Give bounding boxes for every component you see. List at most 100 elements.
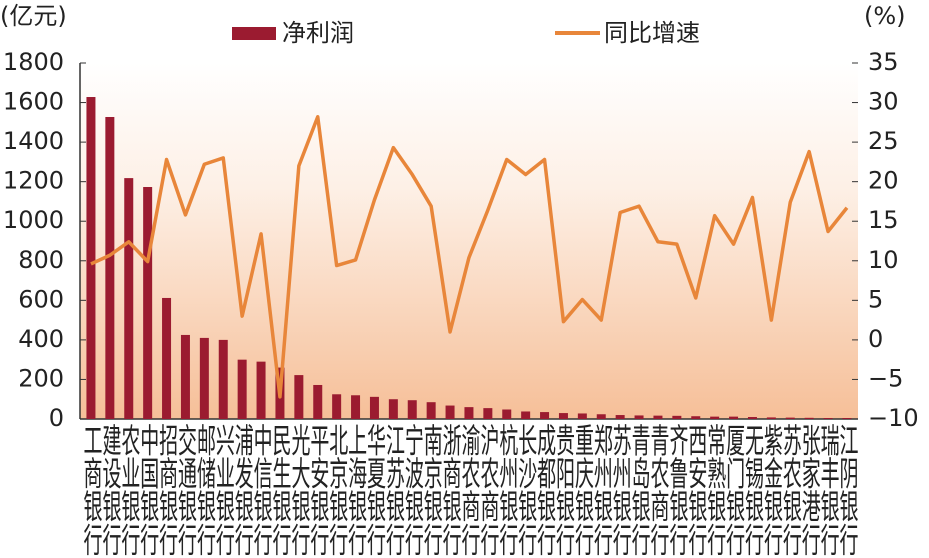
x-tick-label: 紫金银行 (760, 423, 782, 556)
x-tick-label: 光大银行 (288, 423, 310, 556)
bar (180, 334, 190, 419)
x-tick-label: 华夏银行 (364, 423, 386, 556)
x-tick-label: 宁波银行 (401, 423, 423, 556)
y2-tick-label: 15 (868, 206, 899, 234)
x-tick-label: 郑州银行 (590, 423, 612, 556)
x-tick-label: 张家港行 (798, 423, 820, 556)
x-tick-label: 江阴银行 (836, 423, 858, 556)
bar (747, 417, 757, 419)
bar (691, 416, 701, 419)
x-tick-label: 邮储银行 (193, 423, 215, 556)
x-tick-label: 兴业银行 (212, 423, 234, 556)
y-tick-label: 0 (49, 404, 64, 432)
x-tick-label: 重庆银行 (571, 423, 593, 556)
bar (804, 417, 814, 419)
bar (729, 416, 739, 419)
x-tick-label: 贵阳银行 (553, 423, 575, 556)
y2-tick-label: 20 (868, 167, 899, 195)
x-tick-label: 瑞丰银行 (817, 423, 839, 556)
bar (634, 415, 644, 419)
bar (445, 405, 455, 419)
y-tick-label: 600 (18, 285, 64, 313)
x-tick-label: 民生银行 (269, 423, 291, 556)
x-tick-label: 西安银行 (685, 423, 707, 556)
bar (672, 415, 682, 419)
y-tick-label: 800 (18, 246, 64, 274)
bar (483, 408, 493, 419)
bar (842, 418, 852, 419)
bar (823, 418, 833, 419)
x-tick-label: 齐鲁银行 (666, 423, 688, 556)
y2-tick-label: 0 (868, 325, 883, 353)
y2-tick-label: 25 (868, 127, 899, 155)
x-tick-label: 北京银行 (326, 423, 348, 556)
y-tick-label: 200 (18, 364, 64, 392)
legend-label: 净利润 (282, 19, 354, 47)
bar (86, 97, 96, 420)
bar (369, 396, 379, 419)
bar (596, 414, 606, 419)
x-tick-label: 工商银行 (80, 423, 102, 556)
bar (558, 413, 568, 419)
bar (256, 361, 266, 419)
y-tick-label: 1800 (3, 48, 64, 76)
y-tick-label: 400 (18, 325, 64, 353)
x-tick-label: 苏州银行 (609, 423, 631, 556)
bar (143, 187, 153, 419)
bar (785, 417, 795, 419)
bar (199, 337, 209, 419)
x-tick-label: 江苏银行 (382, 423, 404, 556)
bar (407, 400, 417, 419)
y2-tick-label: 35 (868, 48, 899, 76)
bar (294, 375, 304, 419)
x-tick-label: 南京银行 (420, 423, 442, 556)
bar (351, 395, 361, 419)
x-tick-label: 长沙银行 (515, 423, 537, 556)
y2-tick-label: 30 (868, 88, 899, 116)
x-tick-label: 苏农银行 (779, 423, 801, 556)
line (90, 115, 849, 399)
y2-tick-label: 10 (868, 246, 899, 274)
x-tick-label: 中国银行 (137, 423, 159, 556)
x-tick-label: 交通银行 (175, 423, 197, 556)
x-tick-label: 中信银行 (250, 423, 272, 556)
x-tick-label: 成都银行 (534, 423, 556, 556)
x-tick-label: 厦门银行 (723, 423, 745, 556)
y-tick-label: 1600 (3, 88, 64, 116)
y2-tick-label: −10 (868, 404, 919, 432)
bar (653, 415, 663, 419)
y-tick-label: 1400 (3, 127, 64, 155)
bar (313, 384, 323, 419)
y2-tick-label: −5 (868, 364, 903, 392)
x-tick-label: 浙商银行 (439, 423, 461, 556)
y2-tick-label: 5 (868, 285, 883, 313)
legend-swatch (232, 27, 276, 40)
bar (388, 399, 398, 419)
bar (105, 116, 115, 419)
x-tick-label: 杭州银行 (496, 423, 518, 556)
bar (710, 416, 720, 419)
x-tick-label: 渝农商行 (458, 423, 480, 556)
bar (162, 297, 172, 419)
x-tick-label: 常熟银行 (704, 423, 726, 556)
bar (766, 417, 776, 419)
x-tick-label: 无锡银行 (742, 423, 764, 556)
y-unit: (亿元) (0, 2, 67, 30)
x-tick-label: 招商银行 (156, 423, 178, 556)
x-tick-label: 平安银行 (307, 423, 329, 556)
bar (540, 412, 550, 419)
bar (332, 394, 342, 419)
x-tick-label: 浦发银行 (231, 423, 253, 556)
plot-background (80, 63, 858, 419)
bar (464, 407, 474, 419)
legend-label: 同比增速 (604, 19, 700, 47)
bar (124, 178, 134, 419)
x-tick-label: 青岛银行 (628, 423, 650, 556)
bar (426, 402, 436, 419)
bar (237, 359, 247, 419)
y-tick-label: 1000 (3, 206, 64, 234)
y-tick-label: 1200 (3, 167, 64, 195)
bar (218, 339, 228, 419)
bar (502, 409, 512, 419)
